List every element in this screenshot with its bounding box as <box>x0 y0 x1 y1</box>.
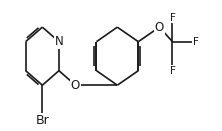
Text: F: F <box>193 37 198 47</box>
Text: Br: Br <box>36 114 49 127</box>
Text: N: N <box>55 35 63 48</box>
Text: F: F <box>170 66 175 76</box>
Text: O: O <box>155 21 164 34</box>
Text: F: F <box>170 13 175 23</box>
Text: O: O <box>71 79 80 92</box>
